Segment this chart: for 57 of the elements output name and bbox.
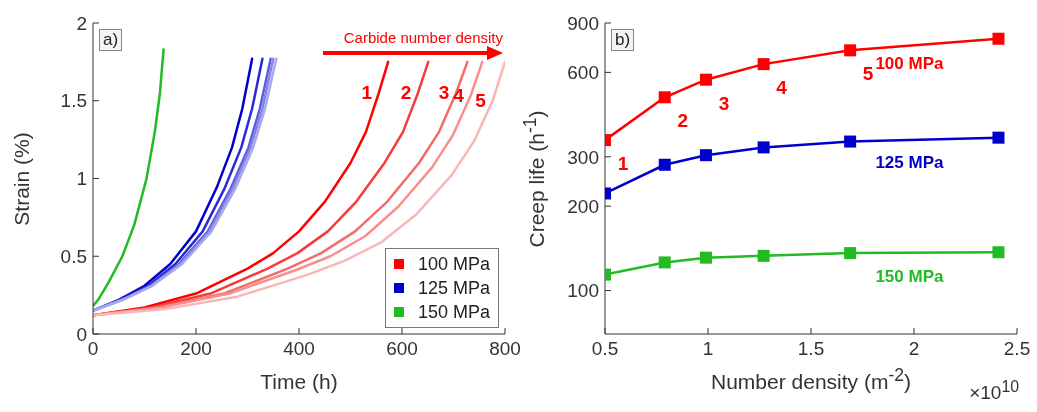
annotation: 1 (617, 153, 629, 175)
point (844, 44, 857, 57)
point (992, 32, 1005, 45)
annotation: 4 (776, 77, 788, 99)
legend-label: 125 MPa (417, 277, 490, 300)
x-tick-label: 1.5 (797, 338, 825, 360)
annotation: 5 (862, 63, 874, 85)
text: ×10$^{10}$ (969, 377, 1019, 403)
x-tick-label: 1 (702, 338, 714, 360)
series-label: 150 MPa (875, 267, 944, 287)
y-tick-label: 1.5 (60, 90, 87, 112)
x-tick-label: 0.5 (591, 338, 619, 360)
annotation: 1 (361, 81, 373, 103)
y-tick-label: 200 (567, 195, 599, 217)
x-tick-label: 800 (489, 338, 521, 360)
point (757, 58, 770, 71)
legend-label: 100 MPa (417, 253, 490, 276)
point (757, 141, 770, 154)
point (992, 246, 1005, 259)
legend-label: 150 MPa (417, 301, 490, 324)
line-series (93, 48, 165, 308)
annotation: 3 (718, 92, 730, 114)
y-tick-label: 0.5 (60, 245, 87, 267)
point (844, 247, 857, 260)
annotation: Carbide number density (343, 29, 503, 46)
point (699, 149, 712, 162)
annotation: a) (103, 30, 119, 49)
x-tick-label: 600 (386, 338, 418, 360)
point (757, 249, 770, 262)
annotation: 2 (400, 81, 412, 103)
x-axis-title: Time (h) (260, 370, 338, 393)
y-tick-label: 100 (567, 280, 599, 302)
annotation: 2 (677, 110, 689, 132)
point (658, 91, 671, 104)
point (658, 158, 671, 171)
x-axis-title: Number density (m$^{-2}$) (711, 365, 911, 393)
x-tick-label: 200 (180, 338, 212, 360)
x-tick-label: 2 (908, 338, 920, 360)
y-tick-label: 900 (567, 12, 599, 34)
annotation: 5 (475, 89, 487, 111)
y-tick-label: 300 (567, 146, 599, 168)
annotation: b) (615, 30, 631, 49)
y-tick-label: 600 (567, 62, 599, 84)
y-tick-label: 2 (76, 12, 87, 34)
point (992, 131, 1005, 144)
series-label: 125 MPa (875, 152, 944, 172)
y-tick-label: 1 (76, 168, 87, 190)
x-tick-label: 2.5 (1003, 338, 1031, 360)
point (844, 135, 857, 148)
point (699, 73, 712, 86)
point (699, 251, 712, 264)
y-axis-title: Strain (%) (10, 131, 33, 226)
point (658, 256, 671, 269)
y-tick-label: 0 (76, 323, 87, 345)
x-tick-label: 400 (283, 338, 315, 360)
annotation: 3 (438, 81, 450, 103)
series-label: 100 MPa (875, 53, 944, 73)
